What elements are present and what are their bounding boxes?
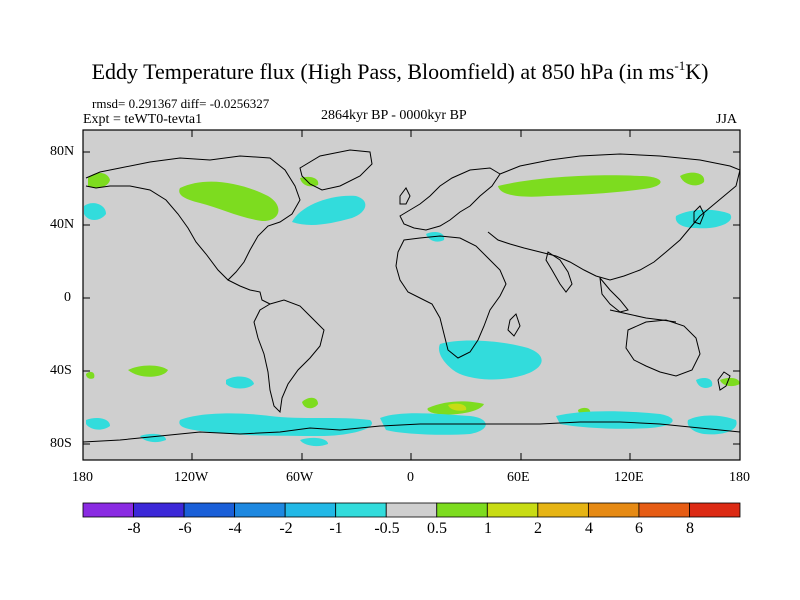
north-america-green-band xyxy=(179,181,279,222)
south-atlantic-green-patch xyxy=(302,397,318,409)
antarctic-west-cyan-patch xyxy=(86,418,110,430)
colorbar-swatch xyxy=(486,502,539,518)
india-coast xyxy=(545,251,573,293)
colorbar-label: -1 xyxy=(329,520,343,537)
colorbar-swatch xyxy=(284,502,337,518)
colorbar-label: 1 xyxy=(484,520,492,537)
positive-anomaly-regions xyxy=(86,172,740,415)
colorbar-label: -2 xyxy=(279,520,293,537)
south-pacific-cyan-patch xyxy=(226,376,254,389)
colorbar-label: -0.5 xyxy=(374,520,400,537)
colorbar-label: -6 xyxy=(178,520,192,537)
siberia-green-patch xyxy=(680,172,705,186)
south-africa-cyan-patch xyxy=(438,340,542,380)
colorbar-swatch xyxy=(335,502,387,518)
season-label: JJA xyxy=(716,112,738,127)
south-pacific-east-green-patch xyxy=(720,377,740,387)
lat-label-80s: 80S xyxy=(50,436,72,451)
colorbar-swatch xyxy=(82,502,134,518)
drake-passage-cyan-patch xyxy=(300,437,328,447)
negative-anomaly-regions xyxy=(84,195,737,447)
antarctica-coast xyxy=(82,421,741,443)
lon-label-120e: 120E xyxy=(614,470,644,485)
lat-label-40s: 40S xyxy=(50,363,72,378)
southern-ocean-cyan-band-4 xyxy=(687,415,737,435)
colorbar-label: 2 xyxy=(534,520,542,537)
experiment-label: Expt = teWT0-tevta1 xyxy=(83,112,203,127)
lon-label-180w: 180 xyxy=(72,470,93,485)
colorbar-label: 4 xyxy=(585,520,593,537)
west-pacific-green-patch xyxy=(86,371,95,379)
australia-coast xyxy=(625,319,701,377)
indian-ocean-cyan-patch xyxy=(696,378,713,388)
lon-label-180e: 180 xyxy=(729,470,750,485)
colorbar-swatch xyxy=(385,502,438,518)
colorbar-swatch xyxy=(537,502,589,518)
uk-coast xyxy=(399,187,411,205)
central-america-coast xyxy=(227,279,271,305)
colorbar-label: -8 xyxy=(127,520,141,537)
map-title: Eddy Temperature flux (High Pass, Bloomf… xyxy=(91,58,709,84)
asia-coast xyxy=(487,153,741,281)
lon-label-120w: 120W xyxy=(174,470,209,485)
lat-label-0: 0 xyxy=(64,290,71,305)
colorbar-label: 8 xyxy=(686,520,694,537)
africa-coast xyxy=(395,235,507,359)
rmsd-diff-text: rmsd= 0.291367 diff= -0.0256327 xyxy=(92,96,270,111)
north-pacific-cyan-patch xyxy=(84,203,106,220)
lat-label-40n: 40N xyxy=(50,217,75,232)
colorbar-swatch xyxy=(436,502,488,518)
colorbar xyxy=(82,502,741,518)
greenland-coast xyxy=(299,149,373,191)
colorbar-swatch xyxy=(183,502,236,518)
japan-coast xyxy=(693,205,705,225)
north-atlantic-cyan-patch xyxy=(292,195,366,225)
period-label: 2864kyr BP - 0000kyr BP xyxy=(321,108,467,123)
north-america-coast xyxy=(85,155,301,281)
colorbar-swatch xyxy=(234,502,286,518)
colorbar-swatch xyxy=(689,502,741,518)
colorbar-label: -4 xyxy=(228,520,242,537)
southeast-asia-coast xyxy=(599,276,629,313)
indian-yellow-green-patch xyxy=(448,403,467,411)
coastlines xyxy=(82,149,741,443)
colorbar-swatch xyxy=(587,502,640,518)
lon-label-0: 0 xyxy=(407,470,414,485)
west-pacific-cyan-patch xyxy=(675,209,732,229)
colorbar-swatch xyxy=(638,502,690,518)
lon-label-60w: 60W xyxy=(286,470,314,485)
colorbar-label: 6 xyxy=(635,520,643,537)
southern-ocean-cyan-band-1 xyxy=(179,413,372,436)
europe-coast xyxy=(399,167,501,231)
eurasia-green-band xyxy=(498,175,661,197)
lat-label-80n: 80N xyxy=(50,144,75,159)
colorbar-swatch xyxy=(133,502,185,518)
madagascar-coast xyxy=(507,313,521,337)
lon-label-60e: 60E xyxy=(507,470,530,485)
south-america-coast xyxy=(253,299,325,414)
colorbar-label: 0.5 xyxy=(427,520,447,537)
longitude-ticks xyxy=(82,130,741,460)
new-zealand-coast xyxy=(717,371,731,391)
south-pacific-green-band xyxy=(128,365,168,377)
latitude-ticks xyxy=(83,151,740,445)
southern-ocean-cyan-band-3 xyxy=(556,411,673,429)
north-pacific-green-patch xyxy=(88,172,110,188)
